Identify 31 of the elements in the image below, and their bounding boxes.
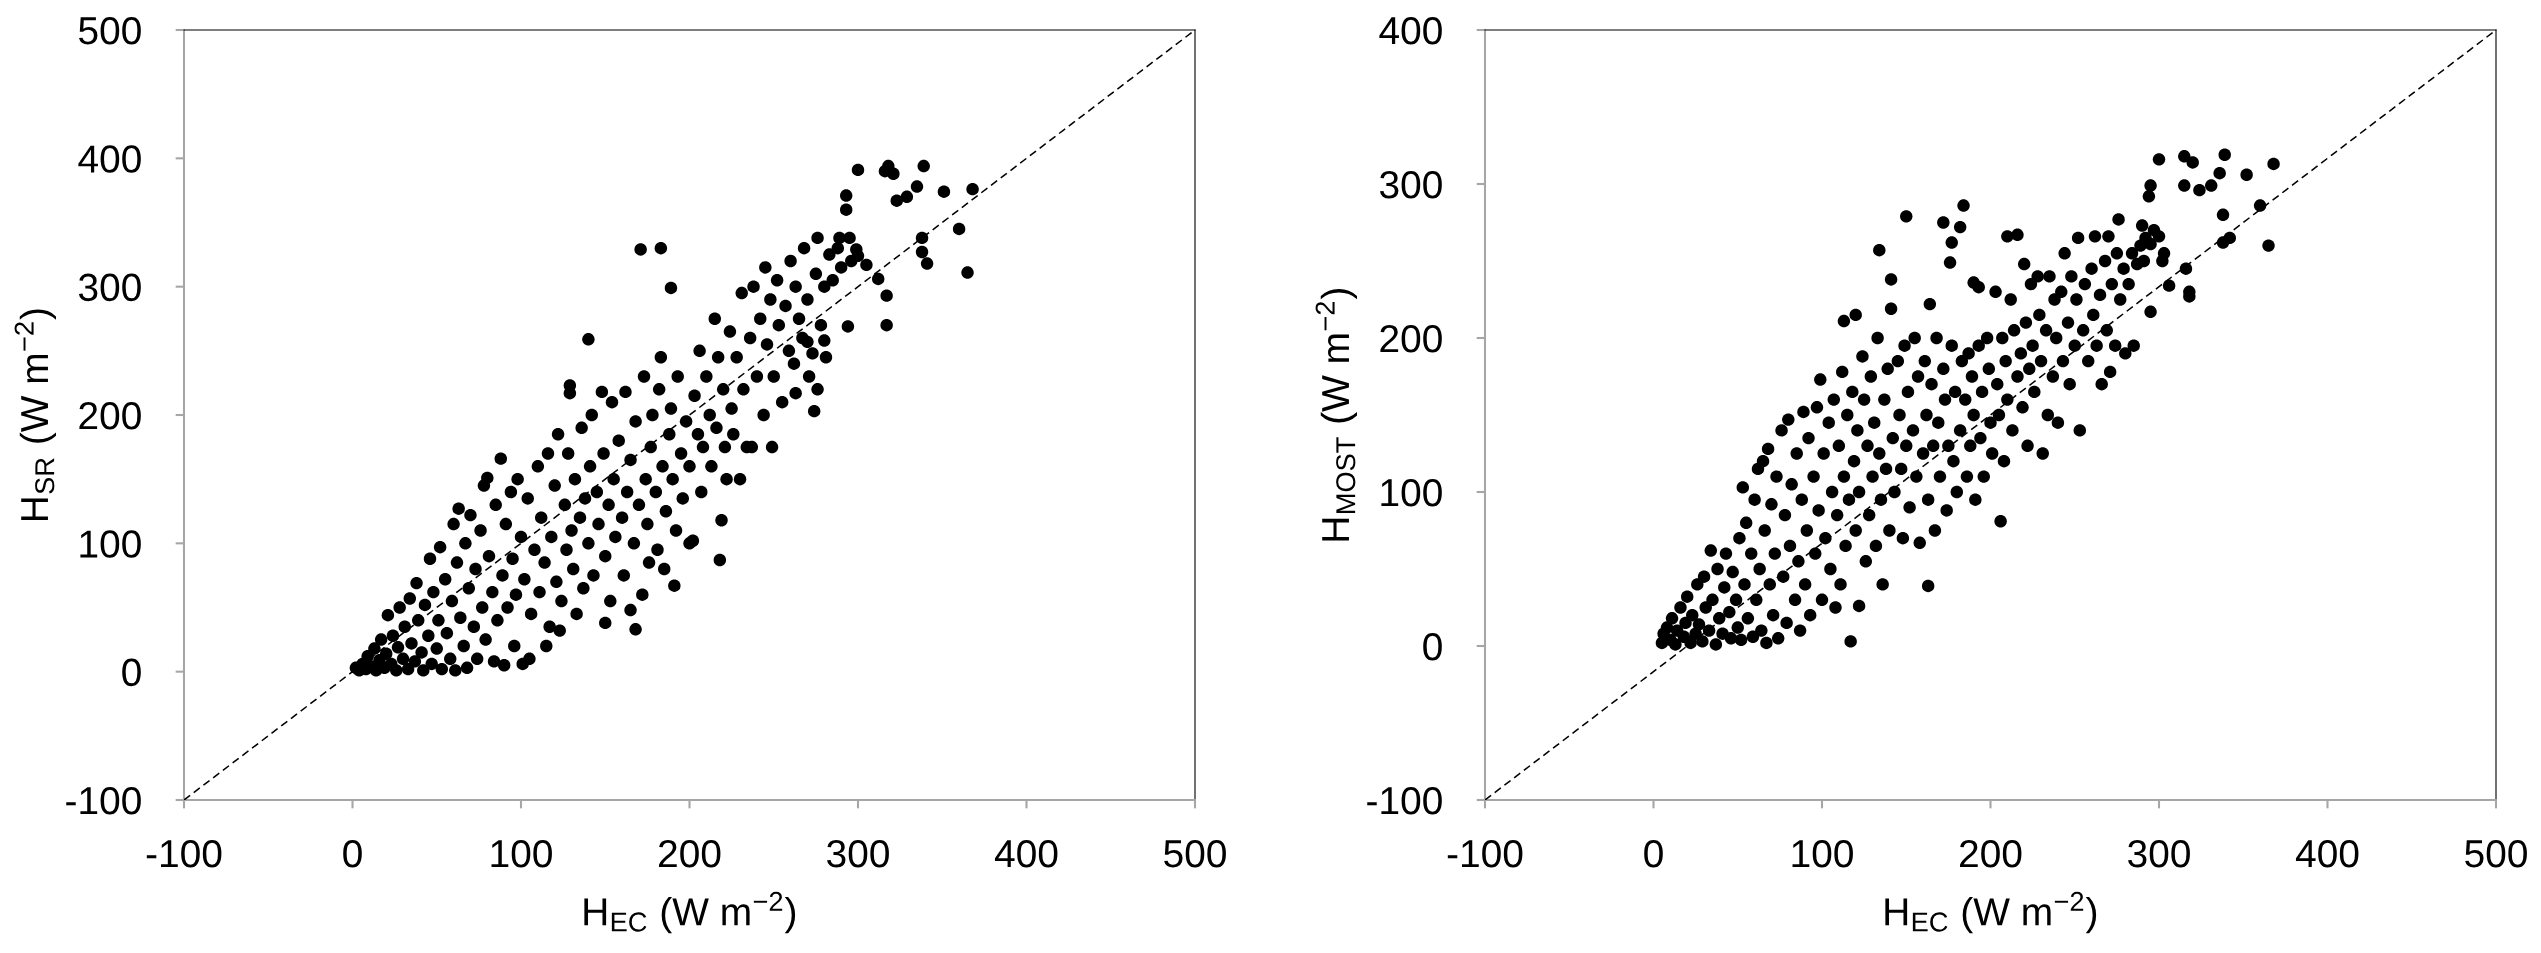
x-tick-label: 500: [1164, 839, 1226, 868]
x-tick-label: 100: [1792, 839, 1853, 868]
x-tick-label: 400: [2295, 839, 2359, 868]
y-tick-label: 500: [79, 16, 141, 45]
y-tick-label: 200: [79, 401, 141, 430]
x-tick-label: 0: [343, 839, 362, 868]
y-tick-label: 400: [78, 145, 141, 173]
y-tick-label: 400: [1379, 16, 1442, 45]
y-tick-label: -100: [1367, 786, 1442, 815]
y-tick-label: 200: [1380, 324, 1442, 353]
x-tick-label: 200: [1960, 839, 2022, 868]
x-tick-label: 400: [994, 839, 1058, 868]
y-tick-label: 0: [1423, 632, 1442, 661]
x-tick-label: -100: [1447, 839, 1523, 868]
y-tick-label: 300: [1379, 170, 1442, 199]
x-tick-label: -100: [146, 839, 222, 868]
y-tick-label: 300: [78, 273, 141, 302]
y-axis-title: H$_{SR}$ (W m$^{−2}$): [14, 309, 56, 521]
y-tick-label: 100: [80, 530, 141, 558]
y-tick-label: -100: [66, 786, 141, 815]
y-tick-label: 0: [122, 658, 141, 687]
x-tick-label: 300: [2128, 839, 2190, 868]
x-tick-label: 0: [1644, 839, 1663, 868]
y-axis-title: H$_{MOST}$ (W m$^{−2}$): [1315, 289, 1357, 541]
x-tick-label: 300: [827, 839, 889, 868]
x-axis-title: H$_{EC}$ (W m$^{−2}$): [1885, 891, 2097, 934]
y-tick-label: 100: [1381, 478, 1442, 507]
x-tick-label: 500: [2465, 839, 2527, 868]
x-tick-label: 100: [491, 839, 552, 868]
x-tick-label: 200: [659, 839, 721, 868]
x-axis-title: H$_{EC}$ (W m$^{−2}$): [584, 891, 796, 934]
